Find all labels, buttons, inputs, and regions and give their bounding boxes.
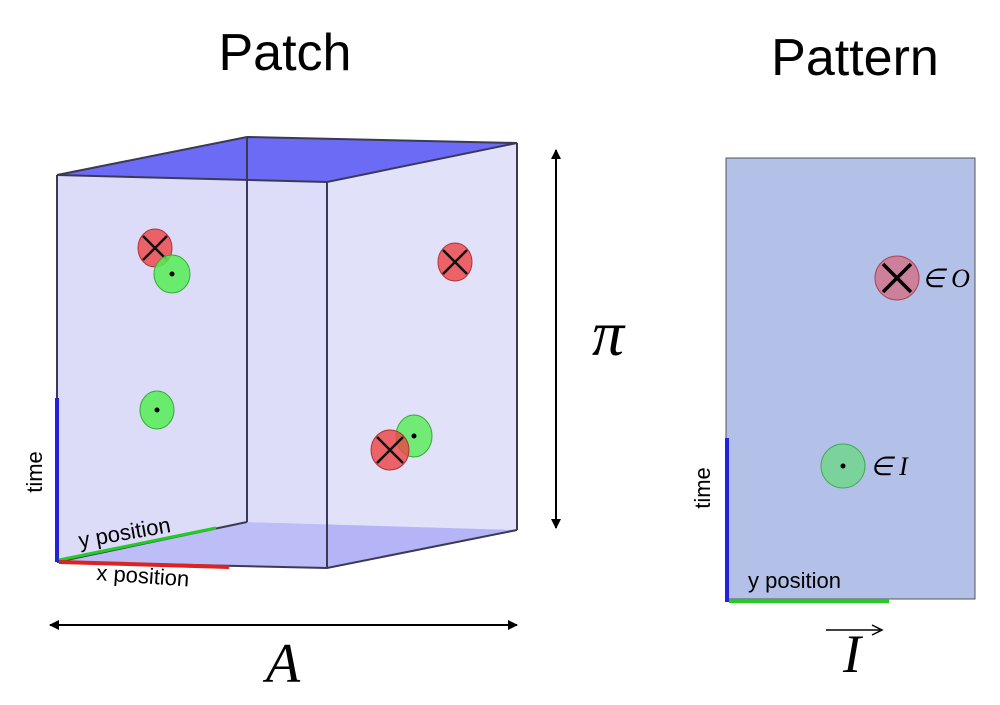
pattern-panel <box>725 157 976 600</box>
height-symbol: π <box>592 298 626 369</box>
width-symbol: A <box>262 633 301 695</box>
input-event-marker <box>153 254 191 294</box>
patch-title: Patch <box>219 24 352 82</box>
y-axis-line <box>58 526 217 562</box>
patch-box <box>56 135 518 570</box>
vector-arrow <box>826 624 884 636</box>
patch-time-label: time <box>22 451 47 493</box>
patch-x-label: x position <box>96 560 190 591</box>
input-event-marker <box>139 390 175 430</box>
x-axis-line <box>58 560 230 569</box>
pattern-input-event <box>820 443 866 489</box>
box-edges <box>56 135 518 570</box>
output-event-marker <box>370 429 410 471</box>
vector-symbol: I <box>842 624 864 684</box>
box-right-face <box>327 143 517 568</box>
pattern-time-label: time <box>690 467 715 509</box>
output-event-marker <box>437 242 473 282</box>
box-front-face <box>57 175 327 568</box>
pattern-title: Pattern <box>771 29 939 87</box>
patch-events <box>137 228 473 471</box>
pattern-input-label: ∈ I <box>870 452 909 481</box>
pattern-y-label: y position <box>748 568 841 593</box>
box-top-face <box>57 137 517 182</box>
patch-axes <box>55 398 230 569</box>
pattern-output-label: ∈ O <box>922 264 970 293</box>
pattern-output-event <box>874 255 920 301</box>
